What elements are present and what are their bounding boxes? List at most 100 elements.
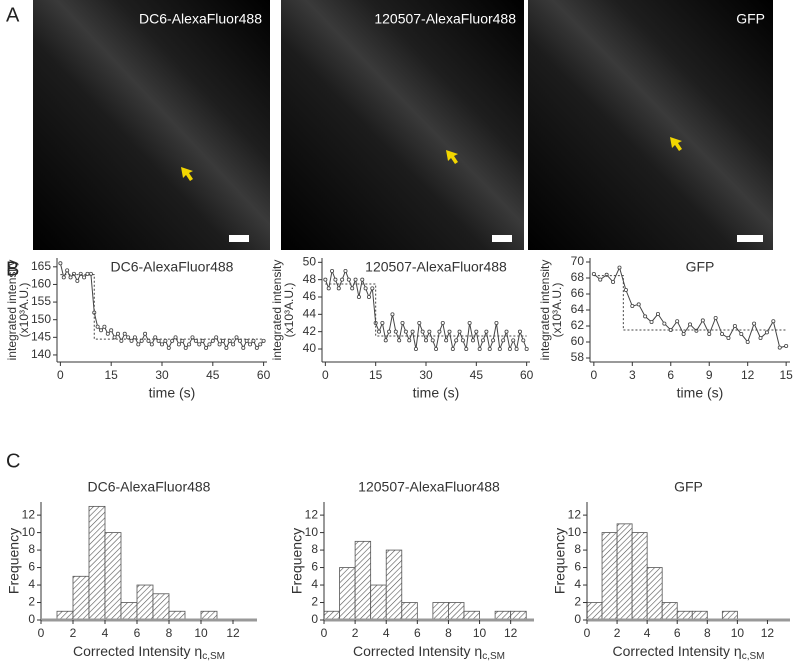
data-point bbox=[403, 329, 408, 334]
data-point bbox=[176, 342, 181, 347]
x-axis-label-sub: c,SM bbox=[742, 651, 765, 662]
data-point bbox=[598, 277, 603, 282]
data-point bbox=[427, 329, 432, 334]
x-axis-label: time (s) bbox=[677, 385, 724, 401]
x-axis-label: time (s) bbox=[413, 385, 460, 401]
data-point bbox=[636, 302, 641, 307]
data-point bbox=[193, 338, 198, 343]
data-point bbox=[420, 329, 425, 334]
bar bbox=[646, 567, 663, 621]
panel-label: B bbox=[6, 258, 19, 280]
data-point bbox=[454, 338, 459, 343]
x-tick-label: 2 bbox=[70, 626, 77, 640]
data-point bbox=[258, 342, 263, 347]
bar bbox=[136, 584, 154, 621]
data-point bbox=[430, 338, 435, 343]
data-point bbox=[491, 338, 496, 343]
data-point bbox=[350, 286, 355, 291]
y-axis-label: integrated intensity bbox=[538, 260, 552, 361]
x-axis-label: time (s) bbox=[149, 385, 196, 401]
bar bbox=[370, 584, 387, 621]
y-tick-label: 40 bbox=[303, 341, 317, 355]
data-point bbox=[752, 321, 757, 326]
data-point bbox=[248, 342, 253, 347]
bar bbox=[385, 549, 403, 621]
data-point bbox=[227, 338, 232, 343]
data-point bbox=[444, 338, 449, 343]
x-axis-label: Corrected Intensity ηc,SM bbox=[73, 643, 225, 662]
y-tick-label: 2 bbox=[311, 595, 318, 609]
fit-line bbox=[60, 274, 264, 340]
data-point bbox=[136, 342, 141, 347]
data-line bbox=[593, 266, 787, 349]
x-axis-label-sub: c,SM bbox=[482, 651, 505, 662]
data-point bbox=[366, 294, 371, 299]
data-point bbox=[383, 338, 388, 343]
x-tick-label: 30 bbox=[419, 368, 433, 382]
data-point bbox=[346, 277, 351, 282]
y-tick-label: 44 bbox=[303, 307, 317, 321]
data-point bbox=[109, 328, 114, 333]
x-axis-label-main: Corrected Intensity η bbox=[613, 643, 742, 659]
data-point bbox=[143, 331, 148, 336]
data-point bbox=[159, 342, 164, 347]
data-point bbox=[173, 335, 178, 340]
data-point bbox=[119, 338, 124, 343]
data-point bbox=[75, 278, 80, 283]
y-tick-label: 4 bbox=[28, 577, 35, 591]
y-tick-label: 12 bbox=[305, 507, 319, 521]
y-tick-label: 10 bbox=[305, 525, 319, 539]
bar bbox=[72, 575, 90, 621]
y-tick-label: 0 bbox=[28, 612, 35, 626]
x-tick-label: 2 bbox=[614, 626, 621, 640]
y-axis-label: Frequency bbox=[552, 528, 568, 594]
data-point bbox=[237, 338, 242, 343]
bar bbox=[448, 602, 465, 621]
y-tick-label: 10 bbox=[568, 525, 582, 539]
data-point bbox=[413, 346, 418, 351]
data-point bbox=[507, 346, 512, 351]
data-point bbox=[132, 335, 137, 340]
y-tick-label: 60 bbox=[571, 334, 585, 348]
data-point bbox=[517, 329, 522, 334]
data-point bbox=[163, 338, 168, 343]
data-point bbox=[771, 319, 776, 324]
y-tick-label: 66 bbox=[571, 286, 585, 300]
data-point bbox=[224, 345, 229, 350]
y-tick-label: 165 bbox=[31, 259, 51, 273]
data-point bbox=[333, 277, 338, 282]
image-title: GFP bbox=[736, 11, 765, 27]
data-point bbox=[655, 311, 660, 316]
x-tick-label: 12 bbox=[226, 626, 240, 640]
panel-label: C bbox=[6, 450, 20, 472]
data-point bbox=[102, 324, 107, 329]
y-tick-label: 8 bbox=[574, 542, 581, 556]
y-tick-label: 4 bbox=[574, 577, 581, 591]
y-tick-label: 145 bbox=[31, 329, 51, 343]
data-point bbox=[501, 338, 506, 343]
x-tick-label: 3 bbox=[629, 368, 636, 382]
y-tick-label: 62 bbox=[571, 318, 585, 332]
data-point bbox=[370, 286, 375, 291]
x-tick-label: 15 bbox=[105, 368, 119, 382]
y-tick-label: 0 bbox=[311, 612, 318, 626]
y-axis-label: (x10³A.U.) bbox=[17, 283, 31, 338]
data-point bbox=[437, 329, 442, 334]
data-point bbox=[521, 338, 526, 343]
x-tick-label: 10 bbox=[731, 626, 745, 640]
data-point bbox=[207, 342, 212, 347]
data-point bbox=[336, 286, 341, 291]
data-point bbox=[326, 286, 331, 291]
data-point bbox=[662, 321, 667, 326]
y-tick-label: 48 bbox=[303, 272, 317, 286]
data-point bbox=[234, 335, 239, 340]
y-axis-label: (x10³A.U.) bbox=[550, 283, 564, 338]
x-tick-label: 45 bbox=[470, 368, 484, 382]
x-tick-label: 10 bbox=[194, 626, 208, 640]
data-point bbox=[630, 303, 635, 308]
data-point bbox=[477, 346, 482, 351]
x-tick-label: 2 bbox=[352, 626, 359, 640]
data-point bbox=[251, 338, 256, 343]
y-axis-label: (x10³A.U.) bbox=[282, 283, 296, 338]
x-axis-label-main: Corrected Intensity η bbox=[353, 643, 482, 659]
